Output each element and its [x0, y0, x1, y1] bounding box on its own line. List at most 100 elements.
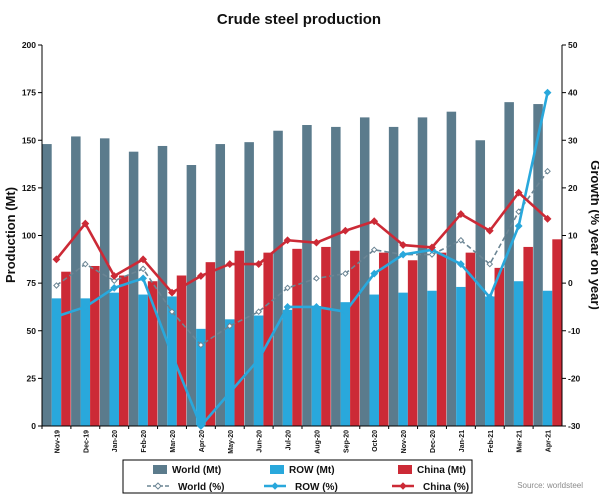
bar-world-mt-jun-20	[244, 142, 254, 426]
point-world-dec-20	[428, 251, 436, 258]
line-world	[55, 170, 549, 346]
bar-world-mt-jan-21	[446, 111, 457, 427]
point-row-aug-20	[312, 303, 321, 311]
legend-label-world-mt: World (Mt)	[172, 465, 221, 476]
point-world-feb-21	[486, 260, 494, 268]
bar-world-mt-sep-20	[331, 126, 341, 426]
point-world-jun-20	[255, 308, 262, 316]
point-china-oct-20	[370, 217, 379, 226]
bar-row-mt-jun-20	[253, 315, 264, 426]
bar-row-mt-jan-21	[456, 286, 466, 426]
point-china-feb-21	[485, 226, 494, 235]
point-china-mar-21	[514, 188, 523, 197]
x-tick-label-oct-20: Oct-20	[372, 430, 379, 452]
bar-world-mt-mar-21	[504, 102, 514, 427]
point-world-aug-20	[313, 275, 320, 282]
bar-row-mt-oct-20	[369, 294, 379, 426]
point-world-dec-19	[82, 260, 89, 268]
bar-china-mt-oct-20	[378, 252, 389, 426]
x-tick-label-aug-20: Aug-20	[314, 430, 321, 454]
y-tick-label: 75	[27, 278, 37, 288]
y2-tick-label: 40	[568, 88, 578, 98]
bar-world-mt-nov-20	[388, 126, 399, 426]
point-world-mar-20	[168, 308, 176, 316]
point-row-oct-20	[370, 269, 379, 278]
legend-marker-china	[399, 482, 407, 490]
y-tick-label: 50	[27, 326, 37, 336]
point-china-jul-20	[283, 236, 292, 245]
y2-axis-label: Growth (% year on year)	[588, 160, 599, 310]
x-tick-label-jul-20: Jul-20	[286, 430, 293, 450]
point-row-may-20	[225, 388, 234, 397]
legend-box	[122, 459, 473, 494]
point-china-jan-20	[110, 272, 119, 280]
bar-china-mt-jun-20	[263, 252, 273, 426]
bar-row-mt-nov-20	[398, 292, 408, 426]
point-world-sep-20	[342, 270, 349, 277]
legend-label-world: World (%)	[178, 482, 224, 493]
y2-tick-label: -20	[568, 373, 581, 383]
y-tick-label: 100	[22, 231, 36, 241]
point-world-nov-19	[53, 282, 60, 289]
legend-marker-row	[271, 482, 279, 490]
bar-world-mt-jul-20	[273, 130, 283, 426]
bar-row-mt-apr-21	[542, 290, 553, 426]
y2-tick-label: 20	[568, 183, 578, 193]
bar-row-mt-dec-19	[80, 298, 91, 426]
x-tick-label-jun-20: Jun-20	[257, 430, 264, 453]
bar-china-mt-apr-20	[205, 262, 216, 426]
bar-row-mt-may-20	[225, 319, 235, 426]
point-china-feb-20	[139, 255, 148, 264]
point-row-mar-20	[168, 350, 176, 359]
y-axis-label: Production (Mt)	[3, 187, 18, 283]
bar-china-mt-nov-20	[407, 260, 418, 426]
bar-china-mt-apr-21	[552, 239, 562, 426]
bar-row-mt-sep-20	[340, 302, 351, 426]
point-row-jul-20	[283, 303, 292, 311]
point-china-aug-20	[312, 238, 321, 247]
bar-china-mt-feb-21	[494, 267, 505, 426]
legend-label-china: China (%)	[423, 482, 469, 493]
x-tick-label-nov-19: Nov-19	[54, 430, 61, 453]
bar-row-mt-mar-20	[167, 296, 177, 426]
plot-area: 0 25 50 75 100 125 150 175 200 -30 -20 -10 0 10 20 30 40…	[22, 40, 581, 454]
bar-row-mt-jan-20	[109, 292, 119, 426]
point-row-mar-21	[514, 222, 523, 230]
y-tick-label: 125	[22, 183, 36, 193]
bar-china-mt-jan-21	[465, 252, 476, 426]
bar-row-mt-feb-21	[485, 296, 495, 426]
legend-label-row: ROW (%)	[295, 482, 338, 493]
point-row-nov-19	[52, 312, 61, 321]
point-row-jan-20	[110, 283, 119, 292]
bar-china-mt-mar-20	[176, 275, 187, 426]
point-china-apr-20	[196, 272, 205, 280]
y-tick-label: 200	[22, 40, 36, 50]
point-world-may-20	[226, 322, 234, 330]
x-tick-label-jan-21: Jan-21	[459, 430, 466, 452]
y2-tick-label: 10	[568, 231, 578, 241]
y-tick-label: 150	[22, 135, 36, 145]
y-tick-label: 25	[27, 373, 37, 383]
point-china-mar-20	[168, 288, 176, 297]
bar-china-mt-sep-20	[350, 250, 360, 426]
point-row-dec-19	[81, 303, 90, 311]
point-row-feb-21	[485, 293, 494, 302]
y2-tick-label: -30	[568, 421, 581, 431]
bar-china-mt-nov-19	[61, 271, 71, 426]
x-tick-label-sep-20: Sep-20	[343, 430, 350, 453]
point-world-apr-20	[197, 341, 205, 349]
bar-china-mt-mar-21	[523, 246, 533, 426]
point-world-mar-21	[515, 208, 522, 215]
x-tick-label-apr-21: Apr-21	[546, 430, 553, 452]
bar-world-mt-may-20	[215, 144, 226, 426]
legend-label-row-mt: ROW (Mt)	[289, 465, 335, 476]
point-china-jun-20	[254, 260, 263, 268]
bar-world-mt-mar-20	[157, 145, 168, 426]
point-world-apr-21	[544, 167, 551, 175]
bar-world-mt-jan-20	[99, 138, 110, 426]
chart-title: Crude steel production	[217, 11, 381, 28]
point-row-nov-20	[399, 250, 408, 259]
point-row-sep-20	[341, 307, 350, 316]
bar-row-mt-jul-20	[282, 309, 293, 426]
